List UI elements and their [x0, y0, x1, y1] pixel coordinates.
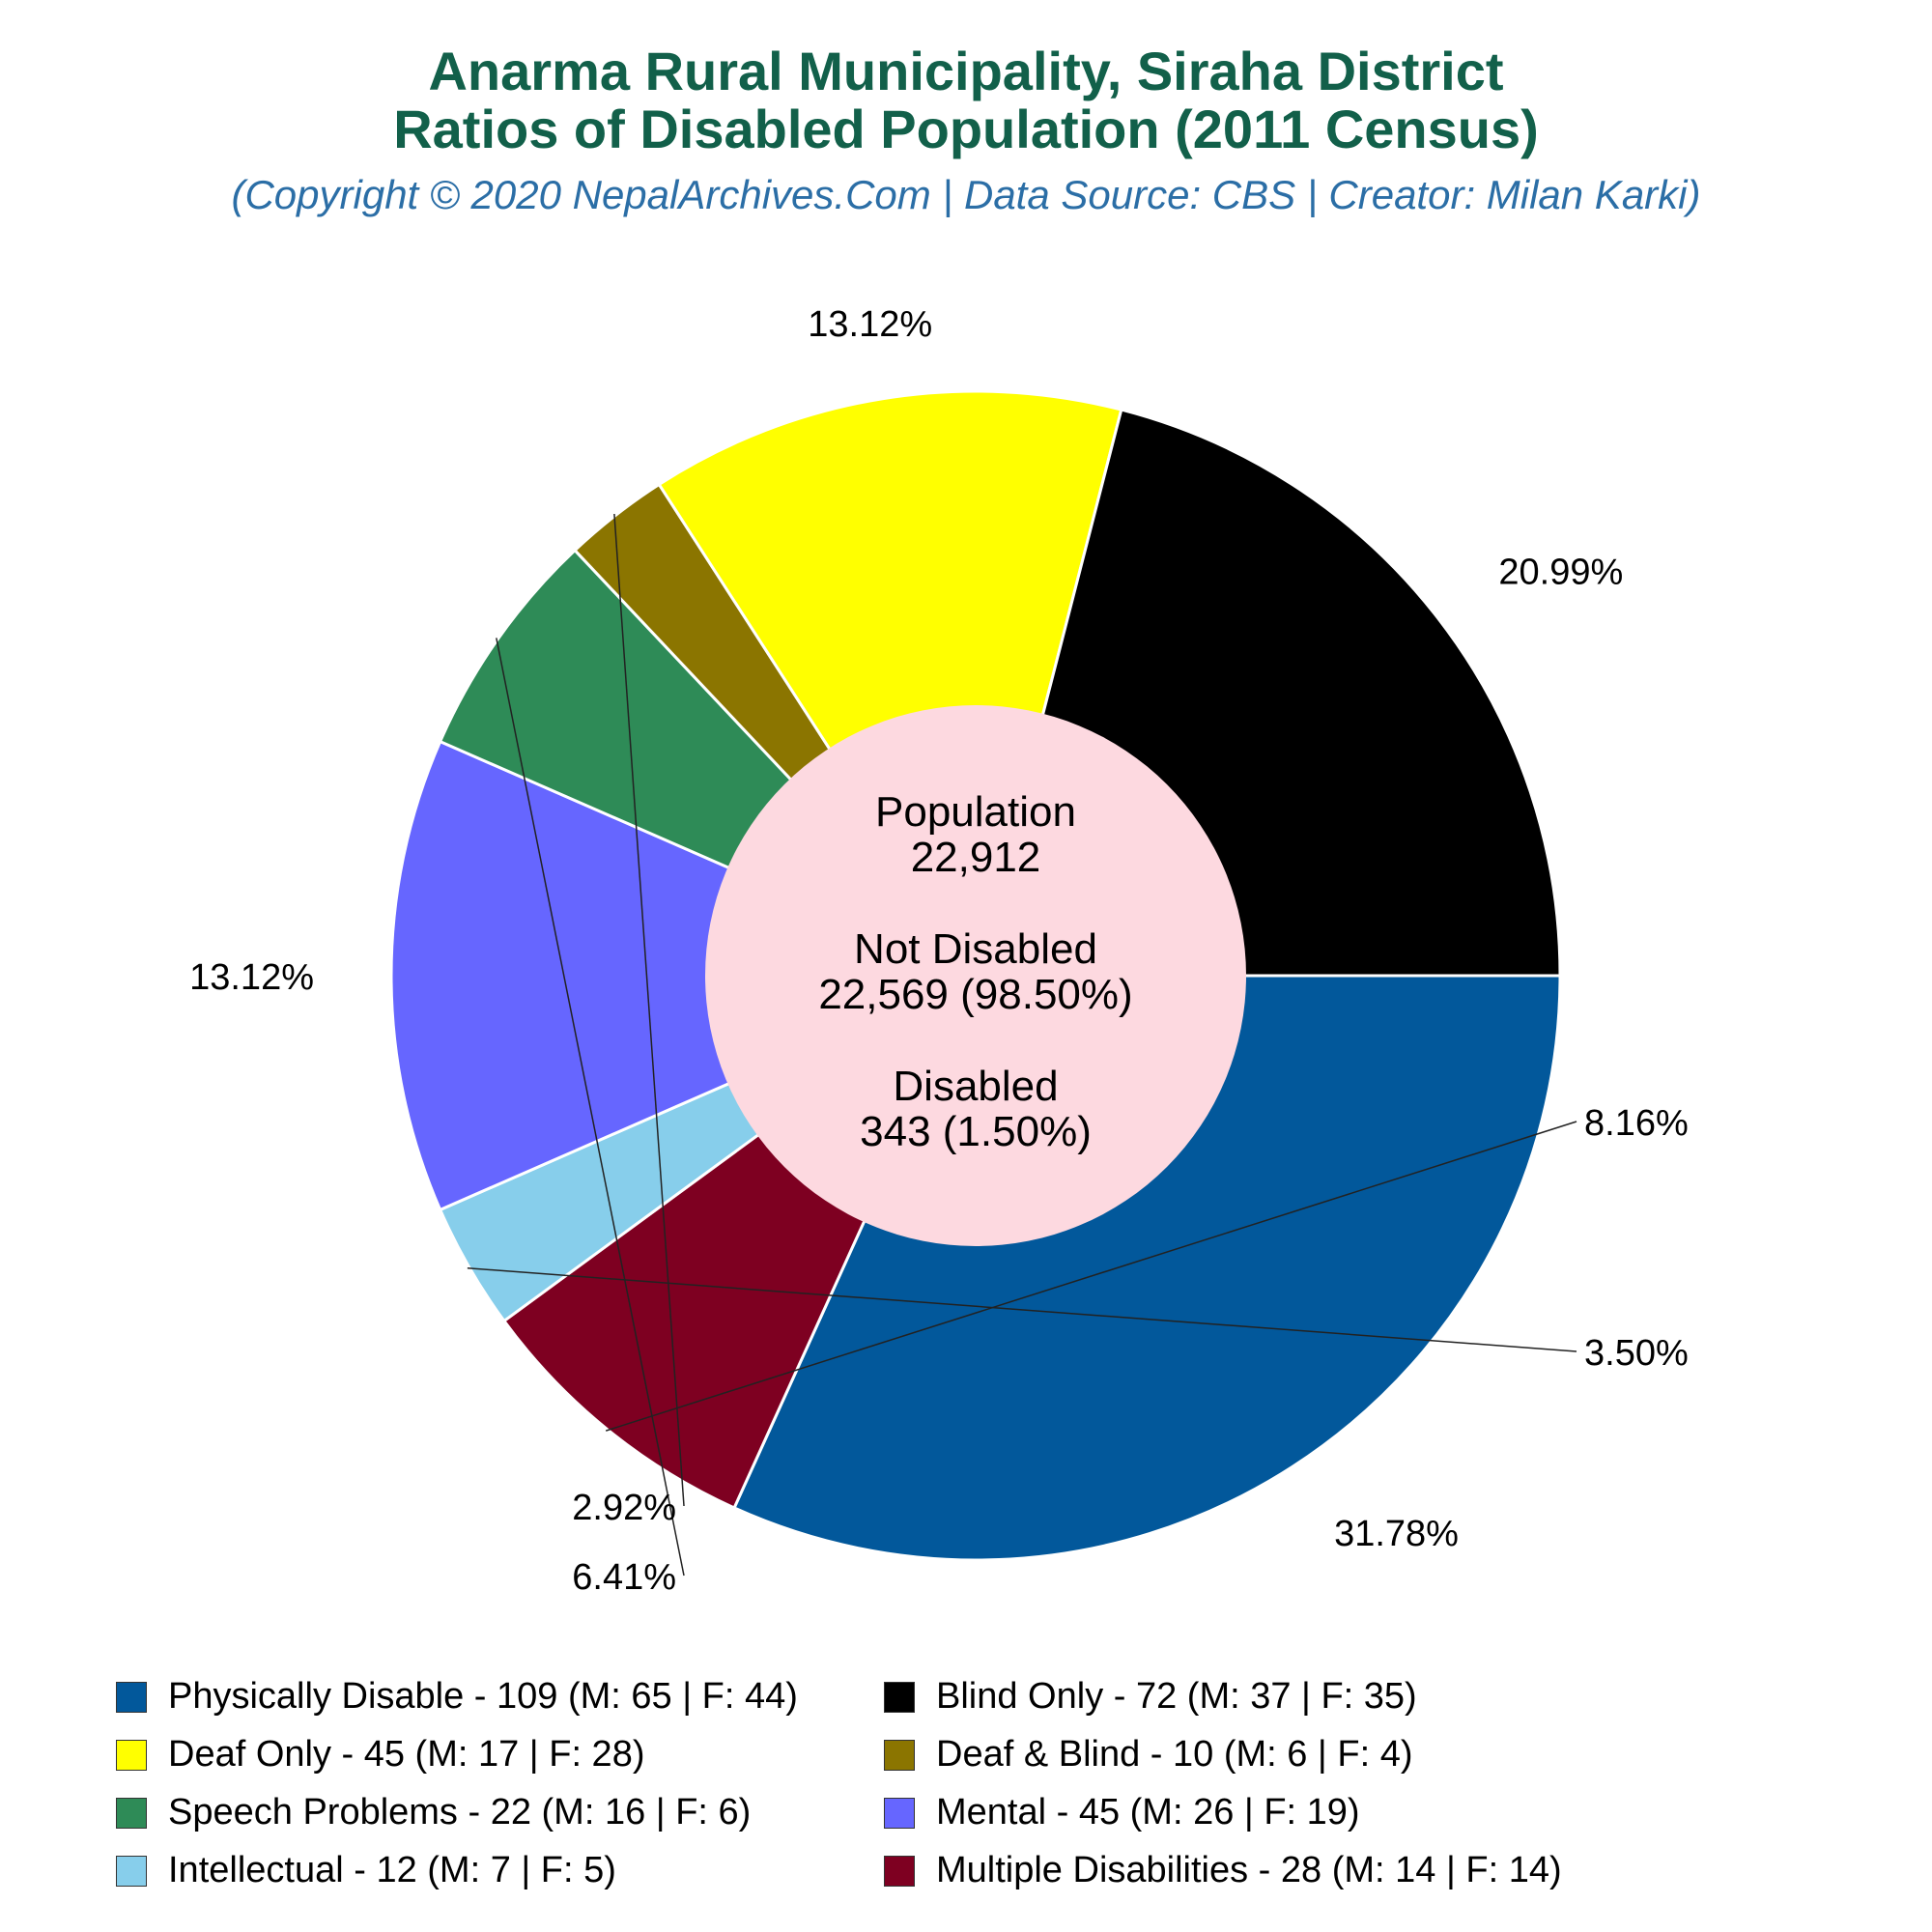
legend-label: Deaf Only - 45 (M: 17 | F: 28)	[168, 1734, 645, 1775]
legend-label: Blind Only - 72 (M: 37 | F: 35)	[936, 1676, 1417, 1717]
percent-labels: 31.78% 8.16% 3.50% 13.12% 6.41% 2.92% 13.12% 20…	[189, 304, 1689, 1598]
pie-slice-mental	[389, 739, 980, 1212]
legend-label: Deaf & Blind - 10 (M: 6 | F: 4)	[936, 1734, 1413, 1775]
leader-line	[605, 1121, 1577, 1432]
legend-item: Deaf Only - 45 (M: 17 | F: 28)	[116, 1734, 644, 1776]
chart-header: Anarma Rural Municipality, Siraha Distri…	[0, 43, 1932, 218]
legend-swatch	[884, 1681, 915, 1713]
leader-line	[496, 638, 685, 1577]
legend-item: Speech Problems - 22 (M: 16 | F: 6)	[116, 1792, 751, 1833]
legend-item: Blind Only - 72 (M: 37 | F: 35)	[884, 1676, 1417, 1718]
chart-title-line1: Anarma Rural Municipality, Siraha Distri…	[428, 41, 1504, 101]
legend-label: Intellectual - 12 (M: 7 | F: 5)	[168, 1850, 616, 1890]
legend-label: Physically Disable - 109 (M: 65 | F: 44)	[168, 1676, 798, 1717]
center-disabled-label: Disabled	[893, 1063, 1058, 1110]
percent-label: 6.41%	[572, 1557, 676, 1598]
legend-label: Mental - 45 (M: 26 | F: 19)	[936, 1792, 1360, 1833]
leader-lines	[467, 513, 1577, 1577]
legend-swatch	[116, 1681, 147, 1713]
legend-label: Multiple Disabilities - 28 (M: 14 | F: 1…	[936, 1850, 1562, 1890]
percent-label: 31.78%	[1334, 1514, 1459, 1554]
center-not-disabled-label: Not Disabled	[854, 925, 1097, 973]
legend-item: Mental - 45 (M: 26 | F: 19)	[884, 1792, 1360, 1833]
percent-label: 13.12%	[189, 957, 314, 998]
legend-swatch	[116, 1797, 147, 1829]
center-population-value: 22,912	[911, 834, 1041, 881]
percent-label: 8.16%	[1584, 1103, 1689, 1144]
percent-label: 13.12%	[808, 304, 932, 345]
center-text: Population 22,912 Not Disabled 22,569 (9…	[818, 788, 1132, 1155]
center-circle	[705, 705, 1246, 1246]
legend-item: Intellectual - 12 (M: 7 | F: 5)	[116, 1850, 616, 1891]
center-population-label: Population	[875, 788, 1076, 836]
legend-item: Multiple Disabilities - 28 (M: 14 | F: 1…	[884, 1850, 1562, 1891]
legend-item: Physically Disable - 109 (M: 65 | F: 44)	[116, 1676, 798, 1718]
percent-label: 2.92%	[572, 1488, 676, 1528]
percent-label: 3.50%	[1584, 1333, 1689, 1374]
legend-label: Speech Problems - 22 (M: 16 | F: 6)	[168, 1792, 752, 1833]
legend-swatch	[116, 1739, 147, 1771]
center-disabled-value: 343 (1.50%)	[860, 1108, 1092, 1155]
legend-swatch	[884, 1855, 915, 1887]
leader-line	[467, 1266, 1577, 1352]
percent-label: 20.99%	[1498, 552, 1623, 592]
leader-line	[613, 513, 685, 1507]
legend-item: Deaf & Blind - 10 (M: 6 | F: 4)	[884, 1734, 1412, 1776]
center-not-disabled-value: 22,569 (98.50%)	[818, 971, 1132, 1018]
chart-subtitle: (Copyright © 2020 NepalArchives.Com | Da…	[231, 172, 1701, 217]
chart-title-line2: Ratios of Disabled Population (2011 Cens…	[393, 99, 1539, 159]
legend-swatch	[116, 1855, 147, 1887]
legend-swatch	[884, 1739, 915, 1771]
legend-swatch	[884, 1797, 915, 1829]
